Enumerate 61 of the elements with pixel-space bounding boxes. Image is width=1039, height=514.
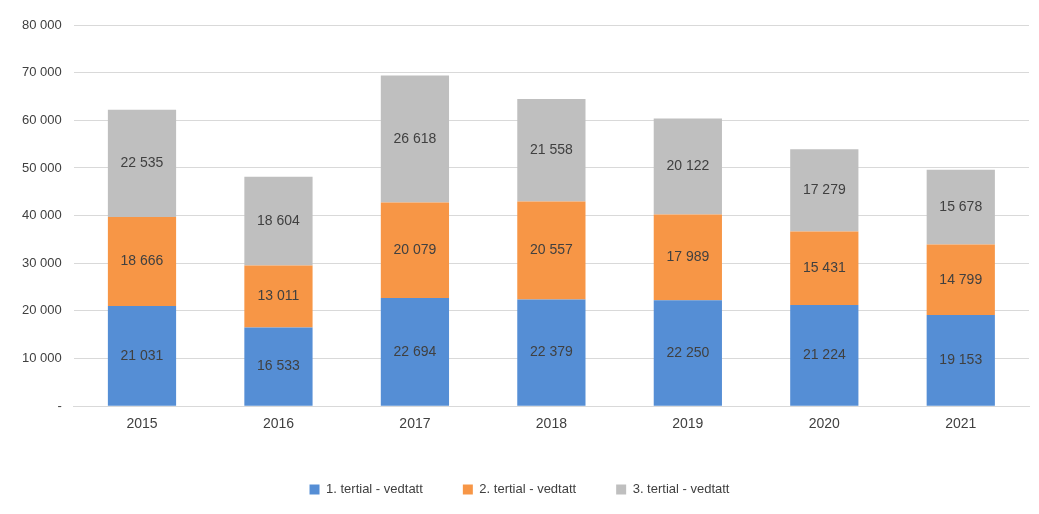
y-tick-label: 20 000 <box>22 302 62 318</box>
data-label: 22 379 <box>529 343 573 360</box>
data-label: 18 604 <box>257 211 301 228</box>
y-tick-label: 40 000 <box>22 207 62 223</box>
data-label: 16 533 <box>257 357 301 374</box>
data-label: 17 989 <box>666 248 710 265</box>
data-label: 20 122 <box>666 157 710 174</box>
bar <box>517 299 586 406</box>
bar <box>790 305 859 406</box>
data-label: 21 031 <box>120 346 164 363</box>
bar <box>653 300 722 406</box>
data-label: 18 666 <box>120 252 164 269</box>
x-tick-label: 2020 <box>808 415 841 432</box>
y-tick-label: 70 000 <box>22 64 62 80</box>
data-label: 13 011 <box>257 287 300 304</box>
bar <box>517 201 586 300</box>
bar <box>517 98 586 202</box>
bar <box>244 327 313 406</box>
bar <box>107 109 177 218</box>
legend-label: 2. tertial - vedtatt <box>479 481 577 497</box>
legend-label: 1. tertial - vedtatt <box>326 481 424 497</box>
x-tick-label: 2017 <box>399 415 431 432</box>
y-tick-label: 10 000 <box>22 350 62 366</box>
bar <box>244 176 313 266</box>
data-label: 22 694 <box>393 342 437 359</box>
data-label: 22 535 <box>120 154 164 171</box>
data-label: 21 224 <box>802 346 846 363</box>
data-label: 15 678 <box>939 197 983 214</box>
bar <box>926 169 995 245</box>
x-tick-label: 2015 <box>126 415 158 432</box>
bar <box>653 118 722 215</box>
data-label: 20 557 <box>529 241 573 258</box>
data-label: 14 799 <box>939 270 983 287</box>
bar <box>790 231 859 306</box>
y-tick-label: 80 000 <box>22 16 62 32</box>
data-label: 19 153 <box>939 351 983 368</box>
data-label: 15 431 <box>802 259 846 276</box>
x-tick-label: 2021 <box>945 415 977 432</box>
bar <box>380 75 450 203</box>
bar <box>244 265 313 328</box>
data-label: 21 558 <box>529 141 573 158</box>
bar <box>380 202 450 299</box>
bar <box>107 305 177 406</box>
x-tick-label: 2018 <box>535 415 568 432</box>
legend-label: 3. tertial - vedtatt <box>632 481 730 497</box>
x-tick-label: 2016 <box>262 415 295 432</box>
bar <box>380 298 450 406</box>
bar <box>653 214 722 301</box>
y-tick-label: - <box>57 397 62 413</box>
data-label: 20 079 <box>393 241 437 258</box>
bar <box>107 217 177 306</box>
bar <box>790 149 859 232</box>
data-label: 22 250 <box>666 343 710 360</box>
bar <box>926 244 995 315</box>
x-tick-label: 2019 <box>672 415 704 432</box>
data-label: 26 618 <box>393 129 437 146</box>
y-tick-label: 60 000 <box>22 111 62 127</box>
data-label: 17 279 <box>802 181 846 198</box>
y-tick-label: 50 000 <box>22 159 62 175</box>
y-tick-label: 30 000 <box>22 254 62 270</box>
bar <box>926 314 995 406</box>
